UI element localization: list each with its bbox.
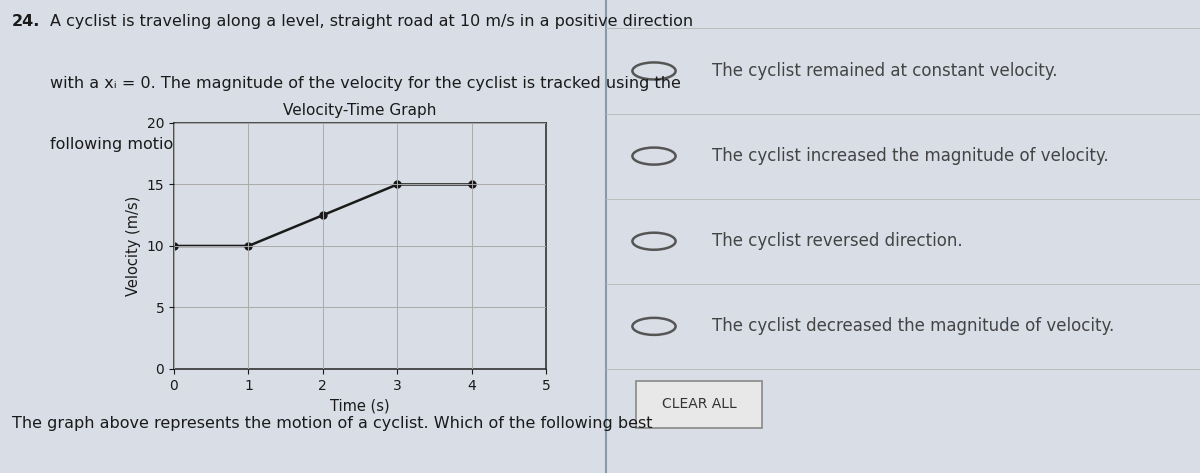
Text: CLEAR ALL: CLEAR ALL: [661, 397, 737, 412]
Text: 24.: 24.: [12, 14, 41, 29]
Title: Velocity-Time Graph: Velocity-Time Graph: [283, 103, 437, 118]
Text: with a xᵢ = 0. The magnitude of the velocity for the cyclist is tracked using th: with a xᵢ = 0. The magnitude of the velo…: [50, 76, 682, 91]
Y-axis label: Velocity (m/s): Velocity (m/s): [126, 196, 142, 296]
Text: The graph above represents the motion of a cyclist. Which of the following best: The graph above represents the motion of…: [12, 416, 653, 431]
Text: The cyclist remained at constant velocity.: The cyclist remained at constant velocit…: [712, 62, 1057, 80]
X-axis label: Time (s): Time (s): [330, 398, 390, 413]
Text: The cyclist decreased the magnitude of velocity.: The cyclist decreased the magnitude of v…: [712, 317, 1114, 335]
Text: A cyclist is traveling along a level, straight road at 10 m/s in a positive dire: A cyclist is traveling along a level, st…: [50, 14, 694, 29]
Text: The cyclist reversed direction.: The cyclist reversed direction.: [712, 232, 962, 250]
Text: The cyclist increased the magnitude of velocity.: The cyclist increased the magnitude of v…: [712, 147, 1109, 165]
FancyBboxPatch shape: [636, 381, 762, 428]
Text: following motion graph.: following motion graph.: [50, 137, 241, 152]
